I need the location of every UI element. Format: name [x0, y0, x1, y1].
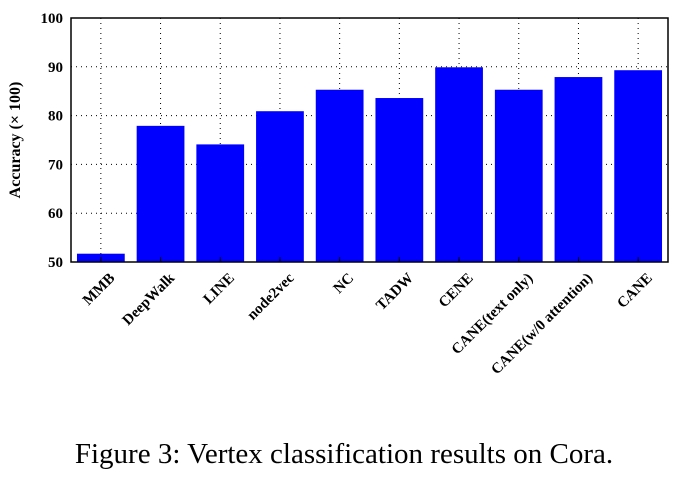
- bar-nc: [315, 89, 364, 263]
- grid: [71, 18, 668, 262]
- x-tick-label: node2vec: [244, 270, 297, 323]
- figure-caption: Figure 3: Vertex classification results …: [74, 438, 614, 470]
- bar-cane-w-0-attention: [554, 77, 603, 262]
- x-axis-labels: MMB DeepWalk LINE node2vec NC TADW CENECANE(te…: [80, 257, 656, 378]
- x-tick-label: NC: [331, 270, 358, 297]
- bar-cene: [435, 67, 483, 263]
- y-tick-label: 100: [41, 11, 64, 27]
- bar-line: [196, 144, 245, 262]
- x-tick-label: DeepWalk: [120, 270, 179, 329]
- bar-tadw: [375, 98, 424, 262]
- y-tick-label: 60: [48, 206, 63, 222]
- y-tick-label: 80: [48, 109, 63, 125]
- bar-node2vec: [256, 111, 304, 262]
- bar-chart: 50 60 70 80 90 100 MMB DeepWalk LINE node2vec NC T…: [7, 11, 669, 378]
- x-tick-label: TADW: [373, 270, 417, 314]
- y-axis-ticks: 50 60 70 80 90 100: [41, 11, 64, 271]
- x-tick-label: CANE: [614, 270, 655, 311]
- bar-cane: [614, 70, 663, 262]
- bar-cane-text-only: [494, 89, 543, 263]
- x-tick-label: CENE: [436, 270, 477, 311]
- y-tick-label: 70: [48, 157, 63, 173]
- y-tick-label: 90: [48, 60, 63, 76]
- x-tick-label: MMB: [80, 270, 118, 308]
- y-tick-label: 50: [48, 255, 63, 271]
- bar-deepwalk: [136, 125, 185, 263]
- x-tick-label: LINE: [201, 270, 238, 307]
- y-axis-label: Accuracy (× 100): [7, 82, 24, 199]
- bars: [76, 67, 663, 263]
- x-tick-label: CANE(w/0 attention): [488, 270, 596, 378]
- plot-frame: [70, 17, 669, 263]
